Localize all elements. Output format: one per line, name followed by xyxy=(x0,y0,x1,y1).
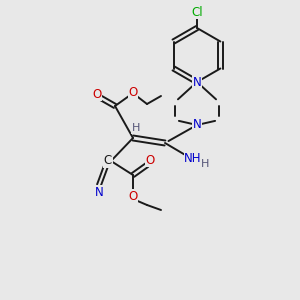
Text: O: O xyxy=(146,154,154,166)
Text: C: C xyxy=(104,154,112,167)
Text: N: N xyxy=(94,185,103,199)
Text: Cl: Cl xyxy=(191,5,203,19)
Text: N: N xyxy=(193,118,201,131)
Text: O: O xyxy=(92,88,102,100)
Text: N: N xyxy=(193,76,201,88)
Text: H: H xyxy=(201,159,209,169)
Text: NH: NH xyxy=(184,152,202,166)
Text: H: H xyxy=(132,123,140,133)
Text: O: O xyxy=(128,85,138,98)
Text: O: O xyxy=(128,190,138,202)
